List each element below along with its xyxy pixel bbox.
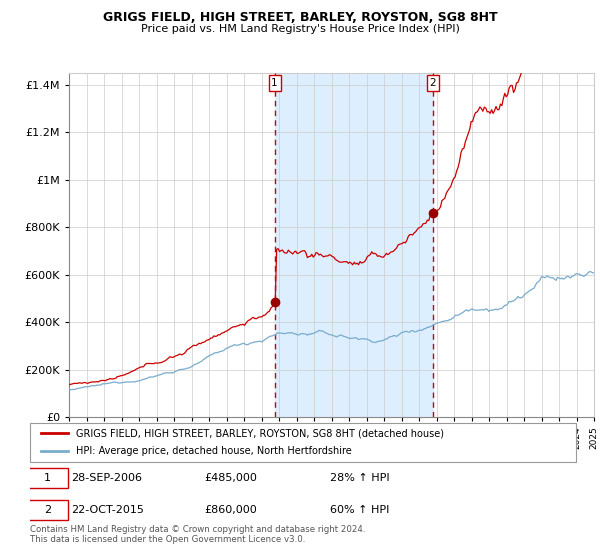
Text: GRIGS FIELD, HIGH STREET, BARLEY, ROYSTON, SG8 8HT (detached house): GRIGS FIELD, HIGH STREET, BARLEY, ROYSTO… — [76, 428, 445, 438]
Text: £485,000: £485,000 — [205, 473, 257, 483]
Text: £860,000: £860,000 — [205, 505, 257, 515]
Text: Contains HM Land Registry data © Crown copyright and database right 2024.
This d: Contains HM Land Registry data © Crown c… — [30, 525, 365, 544]
Text: 2: 2 — [430, 78, 436, 88]
Text: 2: 2 — [44, 505, 52, 515]
Text: GRIGS FIELD, HIGH STREET, BARLEY, ROYSTON, SG8 8HT: GRIGS FIELD, HIGH STREET, BARLEY, ROYSTO… — [103, 11, 497, 24]
Text: HPI: Average price, detached house, North Hertfordshire: HPI: Average price, detached house, Nort… — [76, 446, 352, 456]
Bar — [275, 73, 433, 417]
FancyBboxPatch shape — [27, 468, 68, 488]
FancyBboxPatch shape — [30, 423, 576, 462]
Text: 1: 1 — [271, 78, 278, 88]
Text: 1: 1 — [44, 473, 51, 483]
Text: 28-SEP-2006: 28-SEP-2006 — [71, 473, 142, 483]
Text: Price paid vs. HM Land Registry's House Price Index (HPI): Price paid vs. HM Land Registry's House … — [140, 24, 460, 34]
Text: 22-OCT-2015: 22-OCT-2015 — [71, 505, 144, 515]
FancyBboxPatch shape — [27, 500, 68, 520]
Text: 60% ↑ HPI: 60% ↑ HPI — [331, 505, 389, 515]
Text: 28% ↑ HPI: 28% ↑ HPI — [331, 473, 390, 483]
